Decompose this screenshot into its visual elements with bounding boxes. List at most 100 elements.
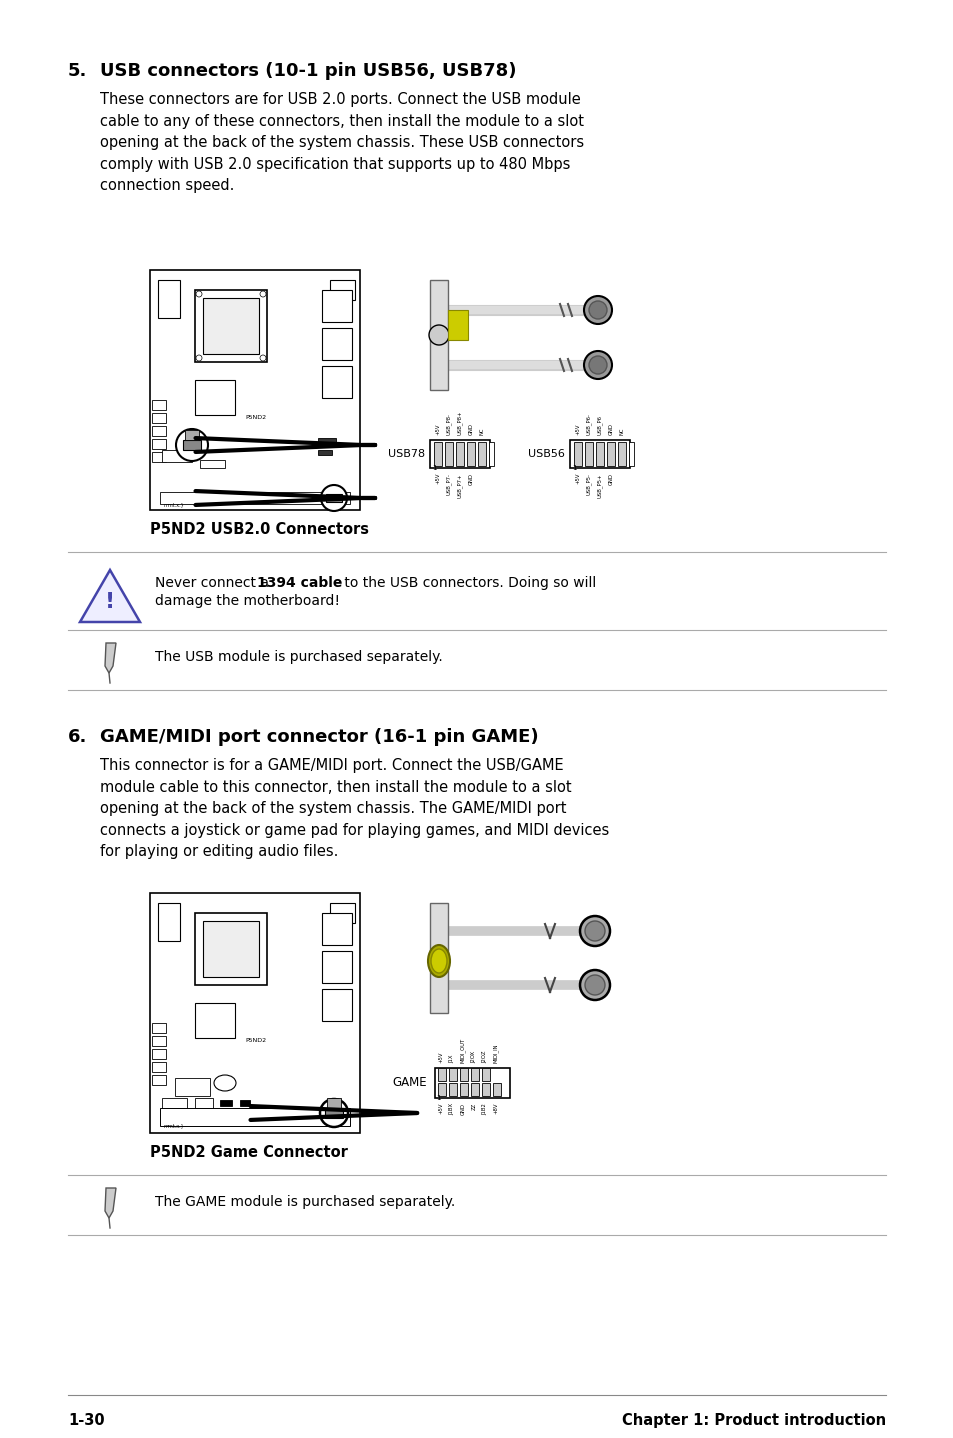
Text: 1: 1 — [436, 1094, 440, 1102]
Bar — [618, 441, 625, 466]
Text: USB_P6: USB_P6 — [597, 416, 602, 436]
Bar — [322, 367, 352, 398]
Text: P5ND2 USB2.0 Connectors: P5ND2 USB2.0 Connectors — [150, 522, 369, 536]
Bar — [459, 1083, 468, 1096]
Bar — [160, 1109, 350, 1126]
Bar — [152, 426, 166, 436]
Bar — [174, 1078, 210, 1096]
Bar — [152, 400, 166, 410]
Bar — [194, 1002, 234, 1038]
Bar — [200, 460, 225, 467]
Bar — [317, 439, 335, 446]
Text: P5ND2 Game Connector: P5ND2 Game Connector — [150, 1145, 348, 1160]
Text: USB78: USB78 — [388, 449, 424, 459]
Text: NC: NC — [618, 427, 624, 436]
Text: USB_P7+: USB_P7+ — [456, 473, 462, 498]
Polygon shape — [105, 1188, 116, 1218]
Text: GND: GND — [468, 473, 473, 485]
Bar — [471, 1083, 478, 1096]
Text: GND: GND — [608, 423, 613, 436]
Circle shape — [195, 290, 202, 298]
Bar — [430, 440, 490, 467]
Bar — [430, 903, 448, 1012]
Bar — [434, 441, 441, 466]
Text: USB_P5+: USB_P5+ — [597, 473, 602, 498]
Text: GAME/MIDI port connector (16-1 pin GAME): GAME/MIDI port connector (16-1 pin GAME) — [100, 728, 538, 746]
Text: USB_P5-: USB_P5- — [585, 473, 591, 495]
Text: The GAME module is purchased separately.: The GAME module is purchased separately. — [154, 1195, 455, 1209]
Text: 5.: 5. — [68, 62, 88, 81]
Text: USB_P8+: USB_P8+ — [456, 410, 462, 436]
Bar — [448, 311, 468, 339]
Text: USB connectors (10-1 pin USB56, USB78): USB connectors (10-1 pin USB56, USB78) — [100, 62, 516, 81]
Bar — [152, 413, 166, 423]
Bar — [437, 1068, 446, 1081]
Text: +5V: +5V — [435, 473, 440, 485]
Text: GND: GND — [468, 423, 473, 436]
Bar — [322, 989, 352, 1021]
Text: P5ND2: P5ND2 — [245, 1038, 266, 1043]
Bar — [459, 1068, 468, 1081]
Text: +5V: +5V — [438, 1051, 443, 1063]
Ellipse shape — [213, 1076, 235, 1091]
Bar — [449, 1068, 456, 1081]
Polygon shape — [105, 643, 116, 673]
Bar — [444, 441, 453, 466]
Text: +5V: +5V — [435, 424, 440, 436]
Circle shape — [588, 357, 606, 374]
Bar — [322, 913, 352, 945]
Bar — [152, 1022, 166, 1032]
Bar — [489, 441, 494, 466]
Text: J1BX: J1BX — [449, 1103, 454, 1114]
Bar — [158, 280, 180, 318]
Text: !: ! — [105, 592, 115, 613]
Bar — [574, 441, 581, 466]
Bar — [194, 380, 234, 416]
Circle shape — [579, 916, 609, 946]
Text: GND: GND — [460, 1103, 465, 1114]
Bar — [596, 441, 603, 466]
Bar — [606, 441, 615, 466]
Text: to the USB connectors. Doing so will: to the USB connectors. Doing so will — [339, 577, 596, 590]
Bar — [437, 1083, 446, 1096]
Text: USB_P6-: USB_P6- — [585, 413, 591, 436]
Text: P5ND2: P5ND2 — [245, 416, 266, 420]
Text: J2OX: J2OX — [471, 1051, 476, 1063]
Text: +5V: +5V — [438, 1103, 443, 1114]
Text: 1: 1 — [572, 464, 576, 472]
Bar — [194, 913, 267, 985]
Text: MIDI_IN: MIDI_IN — [493, 1044, 498, 1063]
Bar — [481, 1083, 490, 1096]
Circle shape — [584, 920, 604, 940]
Text: 1: 1 — [432, 464, 436, 472]
Text: This connector is for a GAME/MIDI port. Connect the USB/GAME
module cable to thi: This connector is for a GAME/MIDI port. … — [100, 758, 609, 860]
Text: +5V: +5V — [575, 473, 579, 485]
Circle shape — [584, 975, 604, 995]
Text: J1B2: J1B2 — [482, 1103, 487, 1114]
Bar — [152, 1063, 166, 1071]
Circle shape — [583, 296, 612, 324]
Bar — [327, 1099, 340, 1109]
Text: These connectors are for USB 2.0 ports. Connect the USB module
cable to any of t: These connectors are for USB 2.0 ports. … — [100, 92, 583, 193]
Circle shape — [320, 485, 347, 510]
Bar — [194, 290, 267, 362]
Bar — [317, 450, 332, 454]
Circle shape — [319, 1099, 348, 1127]
Ellipse shape — [428, 945, 450, 976]
Bar — [330, 280, 355, 301]
Bar — [322, 328, 352, 360]
Text: USB56: USB56 — [528, 449, 564, 459]
Bar — [183, 440, 201, 450]
Bar — [152, 1048, 166, 1058]
Bar — [152, 439, 166, 449]
Text: 1-30: 1-30 — [68, 1414, 105, 1428]
Bar — [160, 492, 350, 503]
Bar — [628, 441, 634, 466]
Bar — [322, 951, 352, 984]
Bar — [240, 1100, 250, 1106]
Bar — [150, 270, 359, 510]
Circle shape — [583, 351, 612, 380]
Text: 1394 cable: 1394 cable — [256, 577, 342, 590]
Bar — [493, 1083, 500, 1096]
Text: Never connect a: Never connect a — [154, 577, 274, 590]
